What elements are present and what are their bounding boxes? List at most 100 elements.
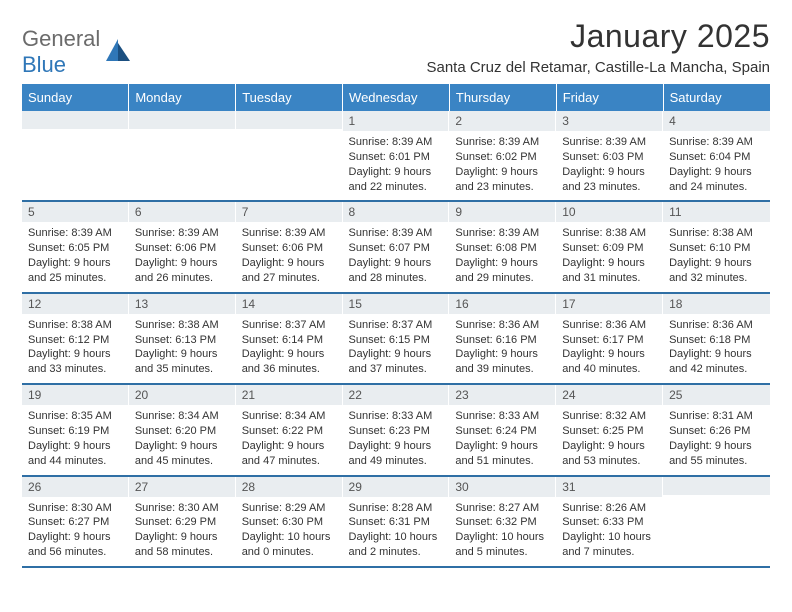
daylight-line: Daylight: 9 hours and 28 minutes. (349, 256, 444, 286)
daylight-line: Daylight: 9 hours and 27 minutes. (242, 256, 337, 286)
daylight-line: Daylight: 9 hours and 47 minutes. (242, 439, 337, 469)
calendar-week: 12Sunrise: 8:38 AMSunset: 6:12 PMDayligh… (22, 293, 770, 384)
sunset-line: Sunset: 6:08 PM (455, 241, 550, 256)
sunset-line: Sunset: 6:24 PM (455, 424, 550, 439)
day-header: Thursday (449, 84, 556, 111)
location-line: Santa Cruz del Retamar, Castille-La Manc… (426, 59, 770, 76)
daylight-line: Daylight: 10 hours and 5 minutes. (455, 530, 550, 560)
day-body: Sunrise: 8:30 AMSunset: 6:27 PMDaylight:… (22, 497, 129, 566)
daylight-line: Daylight: 9 hours and 51 minutes. (455, 439, 550, 469)
sunrise-line: Sunrise: 8:38 AM (669, 226, 764, 241)
day-body: Sunrise: 8:37 AMSunset: 6:15 PMDaylight:… (343, 314, 450, 383)
day-number-bar: 21 (236, 385, 343, 405)
day-body: Sunrise: 8:29 AMSunset: 6:30 PMDaylight:… (236, 497, 343, 566)
day-number-bar: 15 (343, 294, 450, 314)
daylight-line: Daylight: 9 hours and 24 minutes. (669, 165, 764, 195)
daylight-line: Daylight: 9 hours and 58 minutes. (135, 530, 230, 560)
daylight-line: Daylight: 9 hours and 33 minutes. (28, 347, 123, 377)
day-number-bar: 25 (663, 385, 770, 405)
calendar-cell: 1Sunrise: 8:39 AMSunset: 6:01 PMDaylight… (343, 111, 450, 201)
calendar-week: 26Sunrise: 8:30 AMSunset: 6:27 PMDayligh… (22, 476, 770, 567)
daylight-line: Daylight: 10 hours and 2 minutes. (349, 530, 444, 560)
day-header: Sunday (22, 84, 129, 111)
day-body: Sunrise: 8:39 AMSunset: 6:08 PMDaylight:… (449, 222, 556, 291)
sunset-line: Sunset: 6:32 PM (455, 515, 550, 530)
day-number-bar (129, 111, 236, 129)
day-number-bar: 9 (449, 202, 556, 222)
day-number-bar: 5 (22, 202, 129, 222)
sunset-line: Sunset: 6:04 PM (669, 150, 764, 165)
calendar-cell: 27Sunrise: 8:30 AMSunset: 6:29 PMDayligh… (129, 476, 236, 567)
sunrise-line: Sunrise: 8:39 AM (242, 226, 337, 241)
brand-text: General Blue (22, 26, 100, 78)
calendar-cell: 5Sunrise: 8:39 AMSunset: 6:05 PMDaylight… (22, 201, 129, 292)
day-number-bar: 8 (343, 202, 450, 222)
calendar-week: 5Sunrise: 8:39 AMSunset: 6:05 PMDaylight… (22, 201, 770, 292)
sunrise-line: Sunrise: 8:39 AM (455, 135, 550, 150)
sunrise-line: Sunrise: 8:33 AM (349, 409, 444, 424)
sunrise-line: Sunrise: 8:32 AM (562, 409, 657, 424)
sunset-line: Sunset: 6:25 PM (562, 424, 657, 439)
sunset-line: Sunset: 6:14 PM (242, 333, 337, 348)
day-header: Monday (129, 84, 236, 111)
day-body: Sunrise: 8:39 AMSunset: 6:03 PMDaylight:… (556, 131, 663, 200)
day-body: Sunrise: 8:35 AMSunset: 6:19 PMDaylight:… (22, 405, 129, 474)
day-number-bar: 20 (129, 385, 236, 405)
calendar-page: General Blue January 2025 Santa Cruz del… (0, 0, 792, 568)
sunset-line: Sunset: 6:06 PM (242, 241, 337, 256)
sunset-line: Sunset: 6:03 PM (562, 150, 657, 165)
day-number-bar: 2 (449, 111, 556, 131)
sunset-line: Sunset: 6:12 PM (28, 333, 123, 348)
day-number-bar: 10 (556, 202, 663, 222)
month-title: January 2025 (426, 18, 770, 55)
sunrise-line: Sunrise: 8:34 AM (135, 409, 230, 424)
calendar-cell: 23 Sunrise: 8:33 AMSunset: 6:24 PMDayligh… (449, 384, 556, 475)
day-body: Sunrise: 8:39 AMSunset: 6:05 PMDaylight:… (22, 222, 129, 291)
day-number-bar: 7 (236, 202, 343, 222)
daylight-line: Daylight: 9 hours and 23 minutes. (562, 165, 657, 195)
title-block: January 2025 Santa Cruz del Retamar, Cas… (426, 18, 770, 76)
day-number-bar: 29 (343, 477, 450, 497)
day-body: Sunrise: 8:39 AMSunset: 6:07 PMDaylight:… (343, 222, 450, 291)
calendar-cell: 22Sunrise: 8:33 AMSunset: 6:23 PMDayligh… (343, 384, 450, 475)
sunset-line: Sunset: 6:16 PM (455, 333, 550, 348)
day-number-bar: 12 (22, 294, 129, 314)
day-number-bar (663, 477, 770, 495)
sunrise-line: Sunrise: 8:28 AM (349, 501, 444, 516)
calendar-cell (129, 111, 236, 201)
calendar-cell: 21Sunrise: 8:34 AMSunset: 6:22 PMDayligh… (236, 384, 343, 475)
day-number-bar: 27 (129, 477, 236, 497)
calendar-cell: 25Sunrise: 8:31 AMSunset: 6:26 PMDayligh… (663, 384, 770, 475)
sunrise-line: Sunrise: 8:36 AM (455, 318, 550, 333)
day-number-bar: 17 (556, 294, 663, 314)
sunset-line: Sunset: 6:10 PM (669, 241, 764, 256)
day-number-bar: 3 (556, 111, 663, 131)
day-number-bar: 1 (343, 111, 450, 131)
daylight-line: Daylight: 9 hours and 22 minutes. (349, 165, 444, 195)
sunrise-line: Sunrise: 8:26 AM (562, 501, 657, 516)
sunset-line: Sunset: 6:20 PM (135, 424, 230, 439)
calendar-cell: 31Sunrise: 8:26 AMSunset: 6:33 PMDayligh… (556, 476, 663, 567)
calendar-cell (236, 111, 343, 201)
calendar-cell: 17Sunrise: 8:36 AMSunset: 6:17 PMDayligh… (556, 293, 663, 384)
day-number-bar: 23 (449, 385, 556, 405)
calendar-cell: 15Sunrise: 8:37 AMSunset: 6:15 PMDayligh… (343, 293, 450, 384)
calendar-body: 1Sunrise: 8:39 AMSunset: 6:01 PMDaylight… (22, 111, 770, 567)
sunset-line: Sunset: 6:27 PM (28, 515, 123, 530)
sunrise-line: Sunrise: 8:37 AM (242, 318, 337, 333)
calendar-cell: 14Sunrise: 8:37 AMSunset: 6:14 PMDayligh… (236, 293, 343, 384)
sunrise-line: Sunrise: 8:33 AM (455, 409, 550, 424)
daylight-line: Daylight: 10 hours and 0 minutes. (242, 530, 337, 560)
calendar-week: 1Sunrise: 8:39 AMSunset: 6:01 PMDaylight… (22, 111, 770, 201)
sunrise-line: Sunrise: 8:31 AM (669, 409, 764, 424)
sunset-line: Sunset: 6:07 PM (349, 241, 444, 256)
day-body (22, 129, 129, 179)
day-body: Sunrise: 8:39 AMSunset: 6:06 PMDaylight:… (236, 222, 343, 291)
sunrise-line: Sunrise: 8:39 AM (135, 226, 230, 241)
brand-logo: General Blue (22, 26, 132, 78)
sunrise-line: Sunrise: 8:27 AM (455, 501, 550, 516)
day-body: Sunrise: 8:39 AMSunset: 6:06 PMDaylight:… (129, 222, 236, 291)
day-number-bar: 22 (343, 385, 450, 405)
calendar-cell (663, 476, 770, 567)
sunrise-line: Sunrise: 8:38 AM (562, 226, 657, 241)
